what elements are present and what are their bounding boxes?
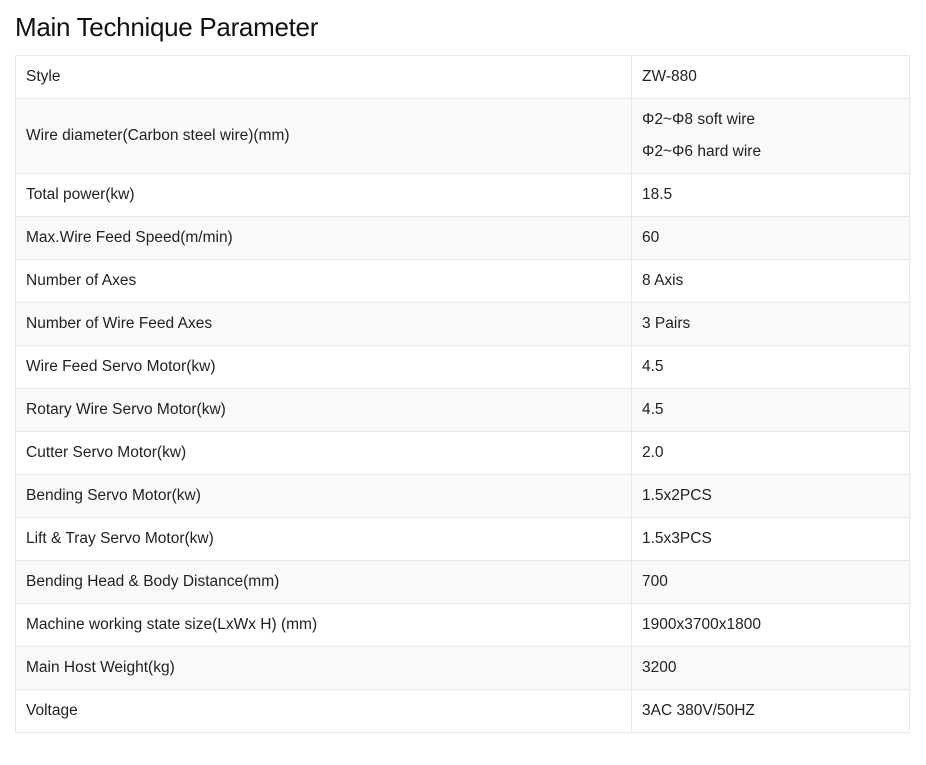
parameter-name: Bending Head & Body Distance(mm) [15, 560, 632, 604]
parameter-value: Φ2~Φ8 soft wire Φ2~Φ6 hard wire [631, 98, 910, 174]
table-row: Wire Feed Servo Motor(kw) 4.5 [15, 345, 910, 389]
parameter-value: 8 Axis [631, 259, 910, 303]
value-line: 18.5 [642, 186, 673, 203]
parameter-value: 4.5 [631, 388, 910, 432]
parameter-name: Total power(kw) [15, 173, 632, 217]
table-row: Machine working state size(LxWx H) (mm) 1… [15, 603, 910, 647]
parameter-name: Max.Wire Feed Speed(m/min) [15, 216, 632, 260]
parameter-name: Voltage [15, 689, 632, 733]
page-title: Main Technique Parameter [15, 12, 319, 42]
parameter-name: Cutter Servo Motor(kw) [15, 431, 632, 475]
table-row: Cutter Servo Motor(kw) 2.0 [15, 431, 910, 475]
value-line: Φ2~Φ8 soft wire [642, 111, 756, 128]
value-line: 60 [642, 229, 660, 246]
parameter-value: 1900x3700x1800 [631, 603, 910, 647]
value-line: 3200 [642, 659, 677, 676]
table-row: Number of Wire Feed Axes 3 Pairs [15, 302, 910, 346]
parameter-value: 700 [631, 560, 910, 604]
parameter-value: 3200 [631, 646, 910, 690]
parameter-value: ZW-880 [631, 55, 910, 99]
table-row: Number of Axes 8 Axis [15, 259, 910, 303]
parameter-value: 4.5 [631, 345, 910, 389]
table-row: Voltage 3AC 380V/50HZ [15, 689, 910, 733]
parameter-value: 1.5x2PCS [631, 474, 910, 518]
parameter-name: Lift & Tray Servo Motor(kw) [15, 517, 632, 561]
table-row: Bending Servo Motor(kw) 1.5x2PCS [15, 474, 910, 518]
parameter-value: 3 Pairs [631, 302, 910, 346]
value-line: ZW-880 [642, 68, 697, 85]
parameter-value: 60 [631, 216, 910, 260]
parameter-name: Number of Axes [15, 259, 632, 303]
value-line: 8 Axis [642, 272, 684, 289]
parameter-name: Bending Servo Motor(kw) [15, 474, 632, 518]
value-line: 1.5x3PCS [642, 530, 712, 547]
value-line: 3AC 380V/50HZ [642, 702, 755, 719]
parameter-value: 1.5x3PCS [631, 517, 910, 561]
parameter-name: Rotary Wire Servo Motor(kw) [15, 388, 632, 432]
table-row: Rotary Wire Servo Motor(kw) 4.5 [15, 388, 910, 432]
table-row: Lift & Tray Servo Motor(kw) 1.5x3PCS [15, 517, 910, 561]
parameter-name: Wire Feed Servo Motor(kw) [15, 345, 632, 389]
parameter-name: Number of Wire Feed Axes [15, 302, 632, 346]
value-line: 4.5 [642, 401, 664, 418]
value-line: 2.0 [642, 444, 664, 461]
parameter-name: Machine working state size(LxWx H) (mm) [15, 603, 632, 647]
table-row: Main Host Weight(kg) 3200 [15, 646, 910, 690]
parameter-value: 18.5 [631, 173, 910, 217]
table-row: Bending Head & Body Distance(mm) 700 [15, 560, 910, 604]
value-line: 4.5 [642, 358, 664, 375]
table-row: Style ZW-880 [15, 55, 910, 99]
parameter-table: Style ZW-880 Wire diameter(Carbon steel wi… [15, 55, 910, 733]
table-row: Total power(kw) 18.5 [15, 173, 910, 217]
value-line: 700 [642, 573, 668, 590]
value-line: 1.5x2PCS [642, 487, 712, 504]
table-row: Max.Wire Feed Speed(m/min) 60 [15, 216, 910, 260]
parameter-name: Wire diameter(Carbon steel wire)(mm) [15, 98, 632, 174]
parameter-name: Main Host Weight(kg) [15, 646, 632, 690]
table-row: Wire diameter(Carbon steel wire)(mm) Φ2~Φ… [15, 98, 910, 174]
value-line: 3 Pairs [642, 315, 691, 332]
parameter-name: Style [15, 55, 632, 99]
parameter-value: 3AC 380V/50HZ [631, 689, 910, 733]
parameter-value: 2.0 [631, 431, 910, 475]
value-line: 1900x3700x1800 [642, 616, 761, 633]
value-line: Φ2~Φ6 hard wire [642, 143, 762, 160]
